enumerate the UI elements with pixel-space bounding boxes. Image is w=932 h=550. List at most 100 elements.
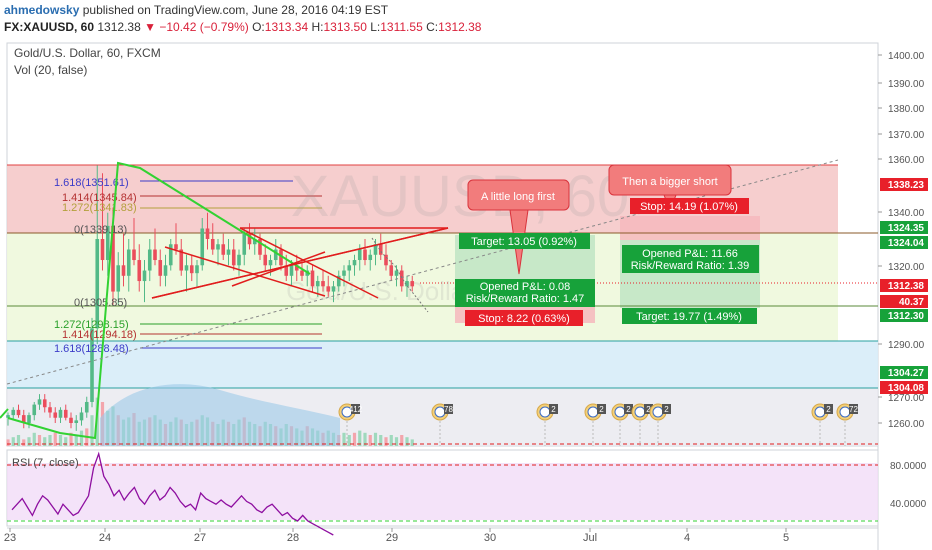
volume-bar: [347, 435, 351, 446]
price-chart[interactable]: XAUUSD, 60 Gold/U.S. Dollar 1.618(1351.6…: [0, 38, 932, 550]
candle-body[interactable]: [116, 265, 121, 292]
candle-body[interactable]: [289, 265, 294, 276]
candle-body[interactable]: [279, 249, 283, 266]
candle-body[interactable]: [200, 228, 205, 266]
candle-body[interactable]: [247, 233, 252, 245]
candle-body[interactable]: [216, 244, 220, 250]
candle-body[interactable]: [342, 270, 346, 276]
volume-bar: [32, 432, 36, 446]
candle-body[interactable]: [331, 286, 336, 292]
candle-body[interactable]: [347, 265, 352, 271]
volume-bar: [27, 437, 31, 446]
candle-body[interactable]: [321, 281, 325, 287]
candle-body[interactable]: [142, 270, 147, 282]
candle-body[interactable]: [84, 401, 89, 413]
event-badge[interactable]: 2: [631, 403, 653, 446]
candle-body[interactable]: [252, 239, 257, 245]
candle-body[interactable]: [336, 275, 341, 287]
candle-body[interactable]: [90, 328, 94, 402]
candle-body[interactable]: [27, 415, 31, 423]
candle-body[interactable]: [273, 249, 278, 261]
candle-body[interactable]: [263, 254, 268, 266]
event-badges[interactable]: 412 78 2 2 2 2 2 2 72: [338, 403, 858, 446]
candle-body[interactable]: [237, 254, 241, 266]
candle-body[interactable]: [21, 415, 26, 423]
candle-body[interactable]: [189, 265, 194, 274]
event-badge[interactable]: 72: [836, 403, 858, 446]
candle-body[interactable]: [48, 407, 52, 413]
candle-body[interactable]: [147, 249, 152, 271]
candle-body[interactable]: [357, 249, 362, 261]
time-axis[interactable]: 23 24 27 28 29 30 Jul 4 5: [4, 528, 789, 544]
candle-body[interactable]: [368, 254, 373, 261]
candle-body[interactable]: [210, 239, 215, 250]
candle-body[interactable]: [100, 239, 105, 261]
candle-body[interactable]: [16, 409, 21, 416]
candle-body[interactable]: [231, 249, 236, 266]
candle-body[interactable]: [95, 239, 100, 329]
event-badge[interactable]: 412: [338, 403, 363, 446]
candle-body[interactable]: [195, 265, 199, 274]
candle-body[interactable]: [126, 249, 131, 276]
event-badge[interactable]: 2: [536, 403, 558, 446]
candle-body[interactable]: [410, 281, 415, 287]
candle-body[interactable]: [121, 265, 126, 276]
candle-body[interactable]: [37, 399, 42, 405]
candle-body[interactable]: [326, 286, 331, 292]
candle-body[interactable]: [394, 270, 399, 276]
candle-body[interactable]: [352, 260, 357, 266]
candle-body[interactable]: [363, 249, 367, 261]
candle-body[interactable]: [153, 249, 157, 261]
candle-body[interactable]: [58, 409, 63, 418]
event-badge[interactable]: 2: [611, 403, 633, 446]
candle-body[interactable]: [315, 281, 320, 287]
candle-body[interactable]: [378, 244, 383, 255]
candle-body[interactable]: [184, 265, 189, 271]
volume-bar: [6, 439, 10, 446]
candle-body[interactable]: [42, 399, 47, 408]
candle-body[interactable]: [300, 270, 304, 276]
candle-body[interactable]: [132, 249, 136, 261]
candle-body[interactable]: [405, 281, 409, 287]
price-tag-label: 1338.23: [888, 180, 925, 191]
candle-body[interactable]: [389, 265, 394, 276]
candle-body[interactable]: [168, 244, 173, 266]
username-link[interactable]: ahmedowsky: [4, 3, 80, 17]
candle-body[interactable]: [294, 265, 299, 271]
candle-body[interactable]: [268, 260, 273, 266]
candle-body[interactable]: [111, 225, 115, 292]
event-badge[interactable]: 2: [649, 403, 671, 446]
short-opened-label: Opened P&L: 11.66: [642, 248, 738, 260]
event-badge[interactable]: 78: [431, 403, 453, 446]
candle-body[interactable]: [74, 420, 79, 423]
candle-body[interactable]: [69, 417, 73, 423]
time-tick-label: 28: [287, 532, 299, 544]
candle-body[interactable]: [11, 409, 16, 416]
candle-body[interactable]: [205, 228, 210, 239]
candle-body[interactable]: [63, 409, 68, 418]
candle-body[interactable]: [258, 239, 262, 255]
candle-body[interactable]: [6, 415, 10, 418]
candle-body[interactable]: [399, 270, 404, 287]
candle-body[interactable]: [158, 260, 163, 276]
candle-body[interactable]: [79, 412, 84, 421]
event-badge[interactable]: 2: [811, 403, 833, 446]
candle-body[interactable]: [226, 249, 231, 255]
candle-body[interactable]: [105, 225, 110, 261]
candle-body[interactable]: [53, 412, 58, 418]
callout-short[interactable]: Then a bigger short: [608, 164, 732, 212]
candle-body[interactable]: [179, 249, 184, 271]
candle-body[interactable]: [310, 270, 315, 287]
candle-body[interactable]: [221, 244, 226, 255]
candle-body[interactable]: [32, 404, 37, 416]
event-badge[interactable]: 2: [584, 403, 606, 446]
candle-body[interactable]: [373, 244, 378, 255]
candle-body[interactable]: [163, 265, 168, 276]
candle-body[interactable]: [174, 244, 178, 250]
candle-body[interactable]: [384, 254, 388, 266]
candle-body[interactable]: [242, 233, 247, 255]
price-axis[interactable]: 1400.00 1390.00 1380.00 1370.00 1360.00 1340.…: [878, 51, 925, 430]
candle-body[interactable]: [137, 260, 142, 282]
candle-body[interactable]: [284, 265, 289, 276]
time-tick-label: 23: [4, 532, 16, 544]
